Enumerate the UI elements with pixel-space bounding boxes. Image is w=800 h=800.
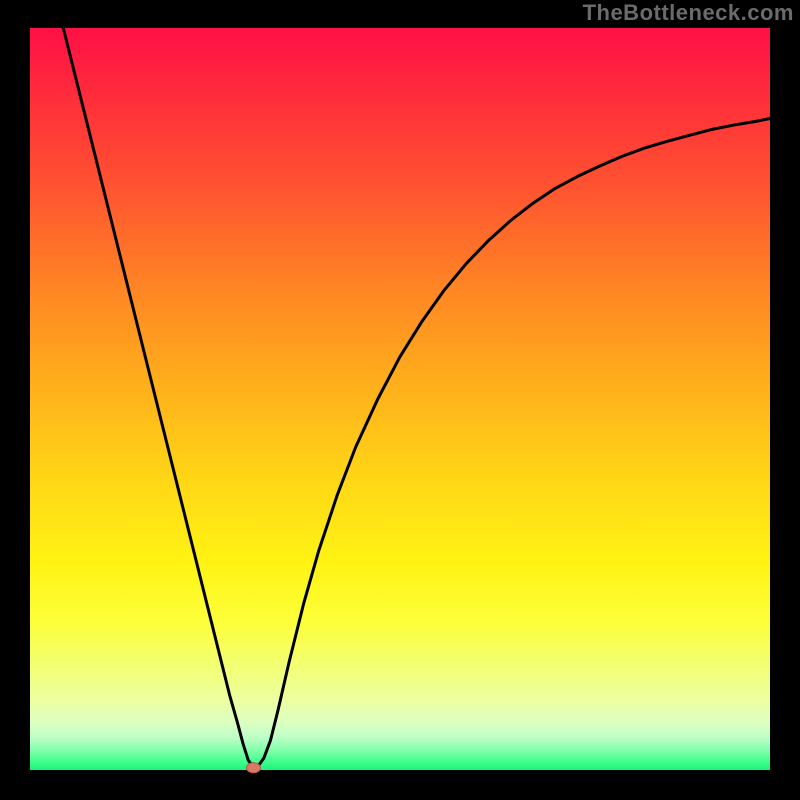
plot-background xyxy=(30,28,770,770)
watermark-text: TheBottleneck.com xyxy=(583,0,794,26)
optimal-point-marker xyxy=(246,763,260,773)
chart-container: TheBottleneck.com xyxy=(0,0,800,800)
bottleneck-chart xyxy=(0,0,800,800)
